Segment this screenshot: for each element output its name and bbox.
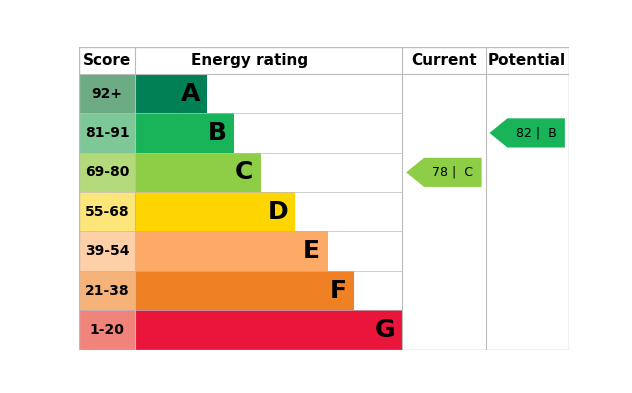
Text: 81-91: 81-91 (85, 126, 130, 140)
Text: Current: Current (411, 53, 477, 68)
Bar (403, 74, 569, 350)
Bar (135, 271, 354, 310)
Text: Potential: Potential (488, 53, 566, 68)
Text: 92+: 92+ (92, 86, 123, 101)
Bar (135, 310, 403, 350)
Text: 21-38: 21-38 (85, 284, 130, 298)
Bar (135, 231, 327, 271)
Text: G: G (374, 318, 395, 342)
Bar (79, 310, 135, 350)
Text: 1-20: 1-20 (90, 323, 125, 337)
Text: 69-80: 69-80 (85, 165, 130, 179)
Bar (135, 113, 234, 152)
Bar (135, 152, 261, 192)
Polygon shape (406, 158, 482, 187)
Bar (135, 74, 207, 113)
Text: A: A (181, 81, 200, 105)
Bar (79, 152, 135, 192)
Text: 78 |  C: 78 | C (432, 166, 473, 179)
Text: E: E (303, 239, 320, 263)
Text: 55-68: 55-68 (85, 205, 130, 219)
Text: Energy rating: Energy rating (191, 53, 308, 68)
Text: 39-54: 39-54 (85, 244, 130, 258)
Polygon shape (489, 118, 565, 147)
Bar (79, 271, 135, 310)
Text: C: C (235, 160, 253, 184)
Text: 82 |  B: 82 | B (516, 127, 557, 140)
Text: B: B (208, 121, 227, 145)
Bar (135, 192, 296, 231)
Bar (79, 74, 135, 113)
Text: F: F (330, 279, 347, 303)
Bar (79, 192, 135, 231)
Bar (79, 113, 135, 152)
Text: Score: Score (83, 53, 131, 68)
Bar (79, 231, 135, 271)
Text: D: D (267, 200, 288, 224)
